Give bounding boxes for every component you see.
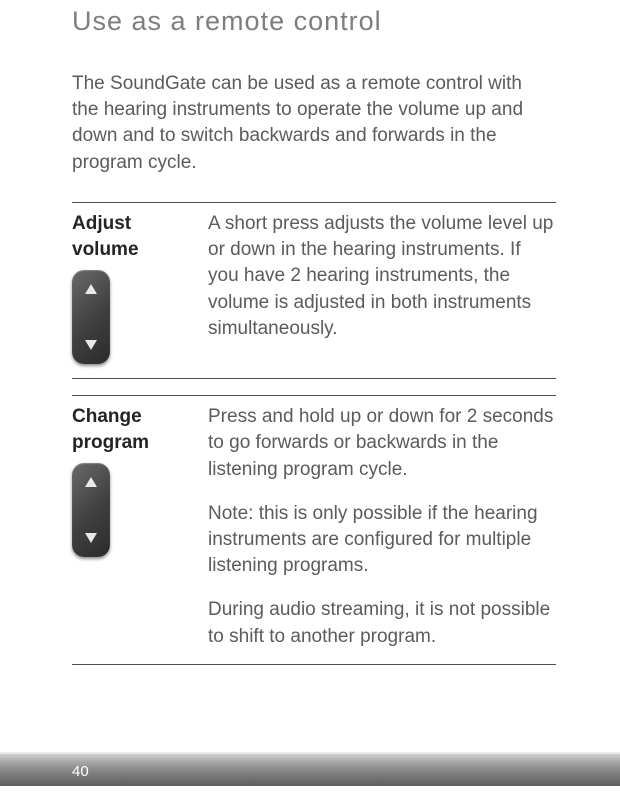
row-label-cell: Change program <box>72 404 208 650</box>
row-paragraph: During audio streaming, it is not possib… <box>208 597 556 649</box>
label-line: Change <box>72 406 142 427</box>
row-description-cell: Press and hold up or down for 2 seconds … <box>208 404 556 650</box>
label-line: Adjust <box>72 213 131 234</box>
row-paragraph: A short press adjusts the volume level u… <box>208 211 556 342</box>
intro-paragraph: The SoundGate can be used as a remote co… <box>0 37 620 176</box>
row-label: Change program <box>72 404 200 455</box>
row-description-cell: A short press adjusts the volume level u… <box>208 211 556 364</box>
table-row: Adjust volume A short press adjusts the … <box>72 202 556 379</box>
row-label-cell: Adjust volume <box>72 211 208 364</box>
manual-page: Use as a remote control The SoundGate ca… <box>0 0 620 806</box>
row-label: Adjust volume <box>72 211 200 262</box>
instruction-table: Adjust volume A short press adjusts the … <box>72 202 556 665</box>
page-title: Use as a remote control <box>0 0 620 37</box>
page-number: 40 <box>72 763 89 780</box>
row-paragraph: Press and hold up or down for 2 seconds … <box>208 404 556 483</box>
label-line: volume <box>72 239 139 260</box>
volume-rocker-icon <box>72 463 110 557</box>
row-paragraph: Note: this is only possible if the heari… <box>208 501 556 580</box>
label-line: program <box>72 432 149 453</box>
table-row: Change program Press and hold up or down… <box>72 395 556 665</box>
volume-rocker-icon <box>72 270 110 364</box>
page-footer: 40 <box>0 752 620 786</box>
